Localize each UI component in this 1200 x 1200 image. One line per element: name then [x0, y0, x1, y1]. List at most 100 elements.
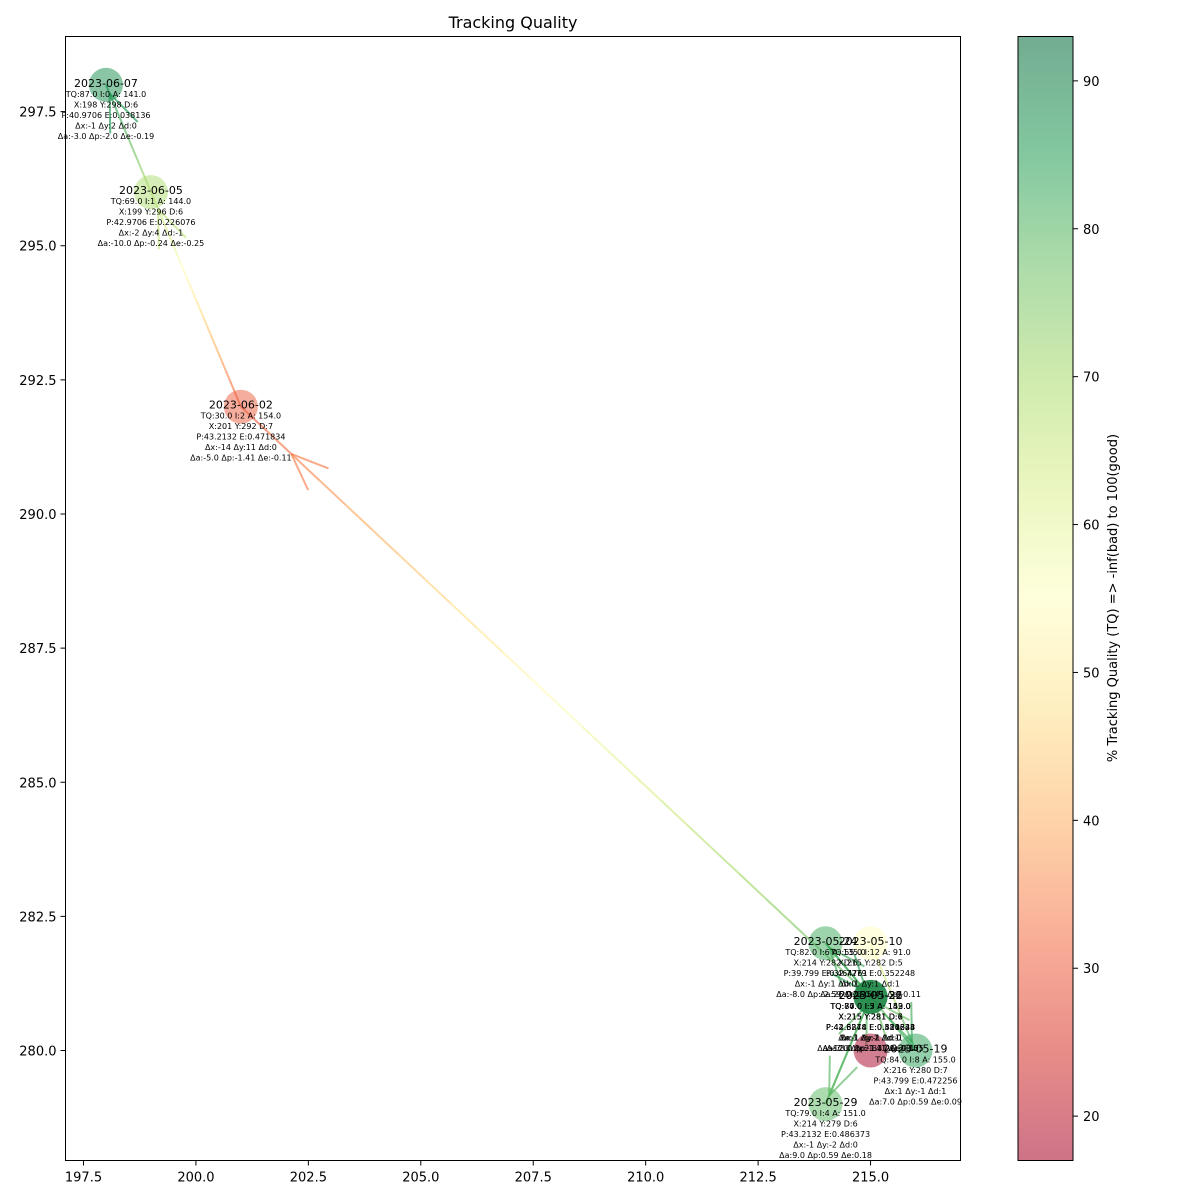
- data-point-info-line: Δa:-10.0 Δp:-0.24 Δe:-0.25: [98, 239, 205, 248]
- data-point-marker: [133, 175, 168, 210]
- arrow-segment: [187, 281, 194, 291]
- arrow-segment: [896, 1027, 900, 1032]
- x-tick-label: 202.5: [290, 1171, 327, 1186]
- data-point-date: 2023-06-02: [209, 399, 273, 412]
- y-tick-label: 280.0: [19, 1045, 56, 1060]
- data-point-date: 2023-05-19: [884, 1043, 948, 1056]
- arrow-segment: [135, 155, 139, 162]
- arrow-segment: [345, 504, 373, 531]
- arrow-segment: [852, 976, 857, 980]
- data-point-date: 2023-05-10: [839, 935, 903, 948]
- arrow-segment: [165, 227, 171, 238]
- arrow-segment: [849, 1041, 853, 1047]
- data-point-info-line: TQ:69.0 I:1 A: 144.0: [110, 197, 191, 206]
- arrow-segment: [118, 115, 122, 121]
- y-tick-label: 290.0: [19, 508, 56, 523]
- arrow-segment: [221, 361, 227, 372]
- data-point-info-line: Δa:7.0 Δp:0.59 Δe:0.09: [869, 1098, 962, 1107]
- arrow-segment: [131, 146, 136, 153]
- arrow-segment: [581, 725, 609, 752]
- data-point-info-line: X:216 Y:280 D:7: [883, 1066, 947, 1075]
- colorbar-label: % Tracking Quality (TQ) => -inf(bad) to …: [1106, 434, 1121, 762]
- data-point-info-line: Δx:1 Δy:-1 Δd:1: [885, 1087, 947, 1096]
- colorbar-tick-label: 40: [1083, 814, 1100, 829]
- arrow-segment: [888, 1018, 892, 1023]
- chart-title: Tracking Quality: [448, 13, 578, 32]
- arrow-segment: [476, 627, 504, 654]
- data-point-info-line: X:215 Y:281 D:7: [838, 1012, 902, 1021]
- arrow-segment: [837, 1068, 842, 1074]
- x-tick-label: 212.5: [740, 1171, 777, 1186]
- data-point-info-line: X:215 Y:281 D:6: [838, 1012, 902, 1021]
- colorbar-tick-label: 60: [1083, 519, 1100, 534]
- arrow-segment: [895, 1005, 900, 1011]
- arrow-segment: [835, 1072, 840, 1078]
- data-point-info-line: P:42.3848 E:0.421223: [826, 1023, 915, 1032]
- arrow-segment: [136, 160, 141, 166]
- data-point-info-line: P:39.799 E:0.464761: [784, 969, 868, 978]
- colorbar-ticks: 20 30 40 50 60 70 80 90: [1073, 75, 1100, 1125]
- colorbar-frame: [1017, 36, 1074, 1161]
- arrow-segment: [191, 290, 197, 300]
- arrow-segment: [839, 960, 844, 964]
- data-point-info-line: P:43.2132 E:0.486373: [781, 1130, 870, 1139]
- arrow-segment: [884, 978, 889, 984]
- data-point-info-line: X:199 Y:296 D:6: [119, 208, 183, 217]
- data-point-info-line: X:214 Y:279 D:6: [793, 1120, 857, 1129]
- arrow-segment: [206, 325, 212, 336]
- arrow-segment: [834, 1076, 838, 1083]
- arrow-segment: [133, 151, 137, 157]
- arrow-segment: [180, 263, 186, 273]
- data-point-date: 2023-05-22: [839, 989, 903, 1002]
- arrow-segment: [850, 1036, 855, 1042]
- data-point-info-line: P:42.9706 E:0.226076: [106, 218, 195, 227]
- arrow-segment: [894, 1025, 898, 1029]
- arrow-segment: [892, 1023, 896, 1027]
- data-point-marker: [853, 1033, 888, 1068]
- arrow-segment: [140, 169, 145, 175]
- y-tick-label: 292.5: [19, 374, 56, 389]
- data-point-marker: [898, 1033, 933, 1068]
- arrow-segment: [886, 983, 891, 989]
- arrow-segment: [882, 974, 887, 980]
- arrow-segment: [450, 602, 478, 629]
- arrow-segment: [168, 236, 175, 247]
- data-point-info-line: Δa:26.0 Δp:5.41 Δe:-0.11: [820, 990, 921, 999]
- arrow-segment: [371, 528, 399, 555]
- arrow-segment: [845, 1050, 849, 1056]
- arrow-segment: [892, 996, 896, 1002]
- arrow-segment: [881, 1009, 885, 1014]
- data-point-info-line: Δa:-12.0 Δp:-1.41 Δe:-0.05: [817, 1044, 924, 1053]
- arrow-segment: [209, 334, 216, 345]
- data-point-info-line: Δx:1 Δy:2 Δd:1: [841, 1033, 900, 1042]
- arrow-segment: [228, 379, 235, 390]
- data-point-info-line: TQ:55.0 I:12 A: 91.0: [829, 948, 910, 957]
- x-tick-label: 200.0: [177, 1171, 214, 1186]
- trajectory-arrow: [240, 405, 872, 998]
- arrow-segment: [114, 106, 119, 112]
- data-point-info-line: Δa:7.0 Δp:2.83 Δe:-0.15: [823, 1044, 919, 1053]
- arrow-segment: [633, 774, 662, 801]
- data-point-date: 2023-05-26: [839, 989, 903, 1002]
- arrow-segment: [423, 578, 452, 605]
- arrow-segment: [837, 958, 842, 962]
- arrow-segment: [901, 1034, 906, 1038]
- arrow-segment: [138, 164, 143, 171]
- arrow-segment: [172, 245, 179, 256]
- arrow-segment: [712, 848, 741, 875]
- data-point-info-line: X:215 Y:281 D:6: [838, 1012, 902, 1021]
- arrow-segment: [845, 967, 849, 971]
- data-point-marker: [88, 67, 123, 102]
- arrow-head: [157, 209, 160, 250]
- arrow-segment: [884, 1014, 889, 1018]
- colorbar-tick-label: 90: [1083, 75, 1100, 90]
- arrow-segment: [899, 1031, 904, 1036]
- colorbar-tick-label: 20: [1083, 1110, 1100, 1125]
- arrow-segment: [176, 254, 182, 265]
- arrow-segment: [292, 455, 321, 482]
